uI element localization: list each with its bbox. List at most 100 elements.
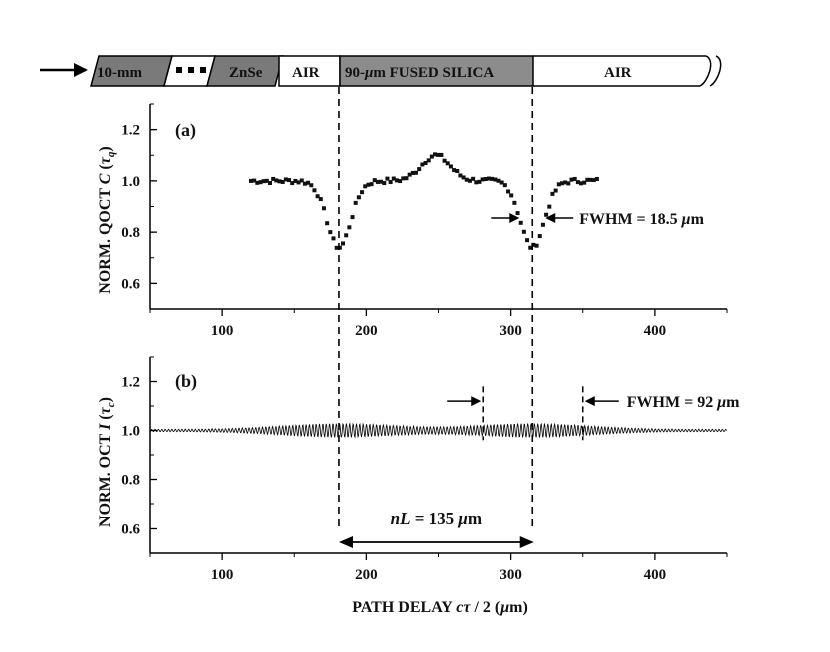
data-point — [363, 184, 368, 189]
data-point — [385, 176, 390, 181]
data-point — [528, 245, 533, 250]
data-point — [572, 176, 577, 181]
data-point — [556, 182, 561, 187]
data-point — [502, 183, 507, 188]
data-point — [410, 170, 415, 175]
y-axis-label-a: NORM. QOCT C (τq) — [97, 146, 117, 293]
data-point — [318, 197, 323, 202]
data-point — [280, 179, 285, 184]
x-tick-label: 300 — [499, 567, 522, 583]
y-tick-label: 0.8 — [121, 225, 140, 241]
data-point — [467, 178, 472, 183]
fwhm-arrowhead — [584, 396, 595, 407]
y-tick-label: 0.8 — [121, 473, 140, 489]
data-point — [534, 243, 539, 248]
fwhm-arrowhead — [509, 213, 520, 224]
data-point — [496, 178, 501, 183]
data-point — [372, 178, 377, 183]
data-point — [493, 177, 498, 182]
schematic-label-3: ZnSe — [229, 65, 263, 81]
y-tick-label: 1.0 — [121, 174, 140, 190]
ellipsis-dot — [188, 67, 194, 73]
fwhm-label-b: FWHM = 92 μm — [627, 394, 740, 411]
data-point — [366, 182, 371, 187]
data-point — [420, 162, 425, 167]
data-point — [334, 245, 339, 250]
schematic-segment-3 — [206, 55, 284, 87]
data-point — [477, 179, 482, 184]
series-oct — [149, 422, 727, 439]
data-point — [518, 220, 523, 225]
beam-arrow-head — [74, 63, 88, 77]
x-tick-label: 200 — [355, 567, 378, 583]
data-point — [474, 180, 479, 185]
panel-b: (b) NORM. OCT I (τc) FWHM = 92 μm nL = 1… — [97, 356, 740, 616]
x-tick-label: 100 — [211, 323, 234, 339]
data-point — [515, 211, 520, 216]
x-axis-label: PATH DELAY cτ / 2 (μm) — [352, 599, 528, 616]
data-point — [341, 241, 346, 246]
data-point — [445, 161, 450, 166]
data-point — [401, 176, 406, 181]
data-point — [277, 179, 282, 184]
data-point — [309, 183, 314, 188]
data-point — [458, 173, 463, 178]
data-point — [506, 189, 511, 194]
data-point — [356, 195, 361, 200]
data-point — [407, 172, 412, 177]
data-point — [499, 180, 504, 185]
x-tick-label: 200 — [355, 323, 378, 339]
panel-a: (a) NORM. QOCT C (τq) FWHM = 18.5 μm 0.6… — [97, 103, 728, 339]
x-tick-label: 400 — [644, 323, 667, 339]
data-point — [579, 181, 584, 186]
data-point — [248, 178, 253, 183]
data-point — [569, 177, 574, 182]
data-point — [582, 180, 587, 185]
schematic-label-6: AIR — [604, 65, 632, 81]
data-point — [433, 152, 438, 157]
data-point — [344, 233, 349, 238]
data-point — [436, 152, 441, 157]
data-point — [471, 176, 476, 181]
break-mark — [699, 55, 712, 87]
data-point — [315, 194, 320, 199]
fwhm-label-a: FWHM = 18.5 μm — [579, 211, 704, 228]
ellipsis-dot — [200, 67, 206, 73]
data-point — [423, 161, 428, 166]
data-point — [426, 158, 431, 163]
y-tick-label: 0.6 — [121, 522, 140, 538]
data-point — [525, 238, 530, 243]
schematic-label-5: 90-μm FUSED SILICA — [345, 65, 494, 81]
y-tick-label: 1.2 — [121, 123, 140, 139]
y-axis-label-b: NORM. OCT I (τc) — [97, 397, 117, 527]
data-point — [302, 181, 307, 186]
data-point — [321, 206, 326, 211]
data-point — [442, 158, 447, 163]
data-point — [375, 179, 380, 184]
ellipsis-dot — [176, 67, 182, 73]
data-point — [369, 182, 374, 187]
data-point — [464, 177, 469, 182]
nl-arrowhead — [338, 535, 353, 548]
data-point — [328, 230, 333, 235]
data-point — [388, 180, 393, 185]
data-point — [439, 152, 444, 157]
data-point — [540, 222, 545, 227]
data-point — [588, 177, 593, 182]
data-point — [325, 221, 330, 226]
data-point — [252, 178, 257, 183]
schematic-segment-6 — [533, 55, 706, 87]
data-point — [594, 176, 599, 181]
data-point — [261, 179, 266, 184]
data-point — [290, 181, 295, 186]
data-point — [591, 178, 596, 183]
data-point — [271, 176, 276, 181]
data-point — [531, 242, 536, 247]
fwhm-arrowhead — [471, 396, 482, 407]
data-point — [413, 170, 418, 175]
panel-label-a: (a) — [175, 120, 196, 141]
data-point — [509, 193, 514, 198]
data-point — [483, 177, 488, 182]
schematic-label-4: AIR — [292, 65, 320, 81]
